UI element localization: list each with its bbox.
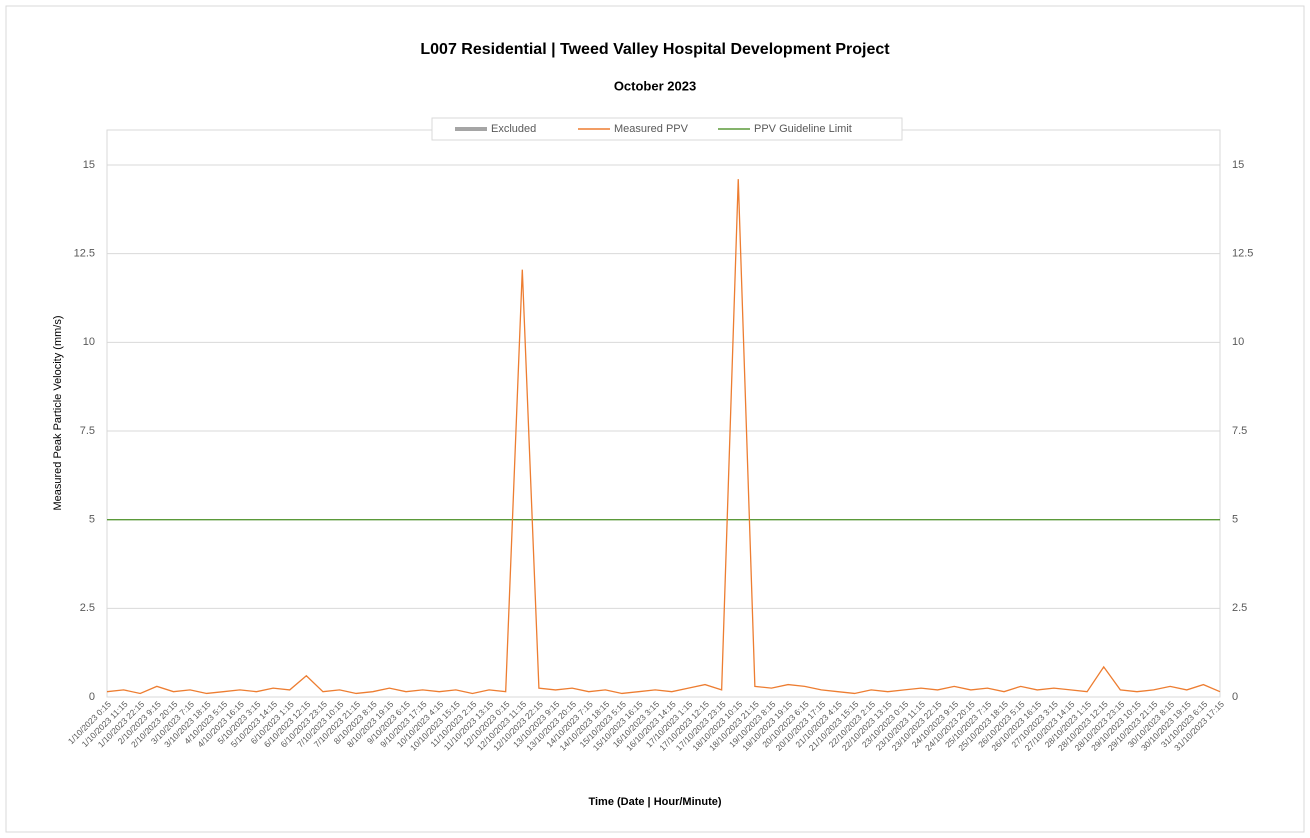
y-tick-label: 7.5 xyxy=(80,425,95,437)
y2-tick-label: 5 xyxy=(1232,514,1238,526)
y-tick-label: 12.5 xyxy=(74,248,95,260)
y2-tick-label: 2.5 xyxy=(1232,602,1247,614)
chart-title: L007 Residential | Tweed Valley Hospital… xyxy=(420,41,890,58)
y2-tick-label: 12.5 xyxy=(1232,248,1253,260)
y-tick-label: 5 xyxy=(89,514,95,526)
legend xyxy=(431,117,903,141)
chart-border xyxy=(5,5,1305,833)
y2-tick-label: 7.5 xyxy=(1232,425,1247,437)
x-axis-title: Time (Date | Hour/Minute) xyxy=(588,796,721,808)
y2-tick-label: 15 xyxy=(1232,159,1244,171)
legend-label: Measured PPV xyxy=(614,123,689,135)
y2-tick-label: 0 xyxy=(1232,691,1238,703)
y-tick-label: 15 xyxy=(83,159,95,171)
legend-label: PPV Guideline Limit xyxy=(754,123,852,135)
y2-tick-label: 10 xyxy=(1232,336,1244,348)
chart-subtitle: October 2023 xyxy=(614,78,696,93)
y-tick-label: 0 xyxy=(89,691,95,703)
series-line xyxy=(106,179,1221,695)
legend-label: Excluded xyxy=(491,123,536,135)
y-axis-title: Measured Peak Particle Velocity (mm/s) xyxy=(52,315,64,510)
y-tick-label: 2.5 xyxy=(80,602,95,614)
y-tick-label: 10 xyxy=(83,336,95,348)
